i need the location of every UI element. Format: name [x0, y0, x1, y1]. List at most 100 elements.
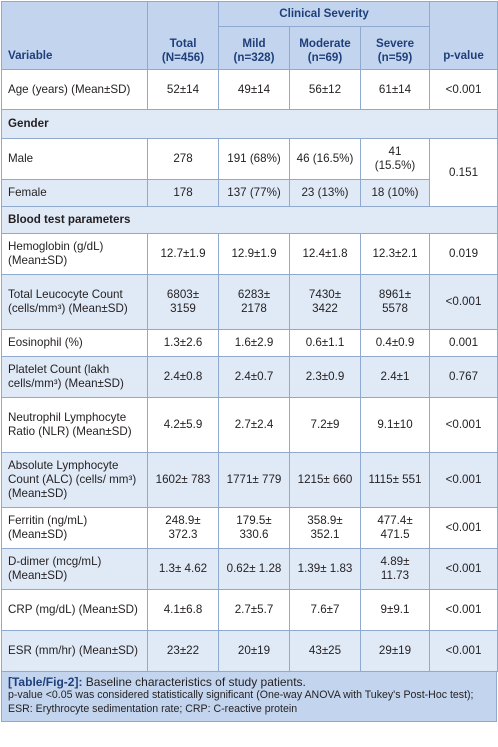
cell-moderate: 7430± 3422: [289, 274, 361, 330]
cell-total: 278: [147, 138, 219, 180]
row-label: Male: [1, 138, 148, 180]
cell-mild: 137 (77%): [218, 179, 290, 207]
table-row-hemoglobin: Hemoglobin (g/dL) (Mean±SD) 12.7±1.9 12.…: [1, 233, 498, 275]
cell-severe: 0.4±0.9: [359, 329, 431, 357]
caption-title-line: [Table/Fig-2]: Baseline characteristics …: [8, 675, 490, 689]
cell-moderate: 46 (16.5%): [289, 138, 361, 180]
cell-pvalue: <0.001: [429, 274, 498, 330]
cell-moderate: 56±12: [289, 69, 361, 110]
cell-mild: 49±14: [218, 69, 290, 110]
cell-pvalue: <0.001: [429, 589, 498, 631]
cell-pvalue: <0.001: [429, 630, 498, 672]
header-pvalue: p-value: [429, 1, 498, 70]
table-row-alc: Absolute Lymphocyte Count (ALC) (cells/ …: [1, 452, 498, 508]
cell-moderate: 1215± 660: [289, 452, 361, 508]
cell-severe: 9±9.1: [359, 589, 431, 631]
table-row-age: Age (years) (Mean±SD) 52±14 49±14 56±12 …: [1, 69, 498, 110]
cell-pvalue: <0.001: [429, 397, 498, 453]
header-variable: Variable: [1, 1, 148, 70]
cell-gender-pvalue: 0.151: [429, 138, 498, 207]
table-figure: Variable Total (N=456) Clinical Severity…: [0, 1, 498, 722]
cell-moderate: 43±25: [289, 630, 361, 672]
table-row-eosinophil: Eosinophil (%) 1.3±2.6 1.6±2.9 0.6±1.1 0…: [1, 329, 498, 357]
cell-severe: 61±14: [359, 69, 431, 110]
cell-pvalue: 0.001: [429, 329, 498, 357]
cell-total: 6803± 3159: [147, 274, 219, 330]
cell-pvalue: <0.001: [429, 507, 498, 549]
row-label: Absolute Lymphocyte Count (ALC) (cells/ …: [1, 452, 148, 508]
header-clinical-severity: Clinical Severity: [217, 1, 431, 27]
row-label: D-dimer (mcg/mL) (Mean±SD): [1, 548, 148, 590]
cell-mild: 20±19: [218, 630, 290, 672]
row-label: Age (years) (Mean±SD): [1, 69, 148, 110]
cell-moderate: 7.2±9: [289, 397, 361, 453]
row-label: Platelet Count (lakh cells/mm³) (Mean±SD…: [1, 356, 148, 398]
cell-mild: 1.6±2.9: [218, 329, 290, 357]
cell-pvalue: 0.767: [429, 356, 498, 398]
row-label: Female: [1, 179, 148, 207]
cell-mild: 2.7±2.4: [218, 397, 290, 453]
cell-total: 4.1±6.8: [147, 589, 219, 631]
header-mild: Mild (n=328): [218, 26, 290, 70]
table-row-platelet-count: Platelet Count (lakh cells/mm³) (Mean±SD…: [1, 356, 498, 398]
cell-severe: 2.4±1: [359, 356, 431, 398]
cell-pvalue: <0.001: [429, 69, 498, 110]
cell-severe: 4.89± 11.73: [359, 548, 431, 590]
cell-mild: 2.7±5.7: [218, 589, 290, 631]
row-label: CRP (mg/dL) (Mean±SD): [1, 589, 148, 631]
baseline-characteristics-table: Variable Total (N=456) Clinical Severity…: [0, 1, 498, 672]
cell-total: 52±14: [147, 69, 219, 110]
cell-total: 23±22: [147, 630, 219, 672]
cell-mild: 0.62± 1.28: [218, 548, 290, 590]
row-label: Eosinophil (%): [1, 329, 148, 357]
cell-pvalue: <0.001: [429, 548, 498, 590]
table-row-nlr: Neutrophil Lymphocyte Ratio (NLR) (Mean±…: [1, 397, 498, 453]
cell-severe: 29±19: [359, 630, 431, 672]
cell-moderate: 23 (13%): [289, 179, 361, 207]
table-row-female: Female 178 137 (77%) 23 (13%) 18 (10%): [1, 179, 498, 207]
section-label: Blood test parameters: [0, 206, 498, 234]
table-row-ferritin: Ferritin (ng/mL) (Mean±SD) 248.9± 372.3 …: [1, 507, 498, 549]
cell-severe: 12.3±2.1: [359, 233, 431, 275]
table-row-male: Male 278 191 (68%) 46 (16.5%) 41 (15.5%)…: [1, 138, 498, 207]
header-moderate: Moderate (n=69): [289, 26, 361, 70]
cell-total: 1.3± 4.62: [147, 548, 219, 590]
cell-moderate: 0.6±1.1: [289, 329, 361, 357]
cell-severe: 18 (10%): [359, 179, 431, 207]
cell-mild: 1771± 779: [218, 452, 290, 508]
cell-mild: 12.9±1.9: [218, 233, 290, 275]
cell-total: 12.7±1.9: [147, 233, 219, 275]
header-row-top: Variable Total (N=456) Clinical Severity…: [1, 1, 498, 70]
cell-total: 248.9± 372.3: [147, 507, 219, 549]
cell-total: 1.3±2.6: [147, 329, 219, 357]
row-label: ESR (mm/hr) (Mean±SD): [1, 630, 148, 672]
section-gender: Gender: [0, 109, 498, 139]
table-row-total-leucocyte-count: Total Leucocyte Count (cells/mm³) (Mean±…: [1, 274, 498, 330]
cell-mild: 6283± 2178: [218, 274, 290, 330]
table-row-esr: ESR (mm/hr) (Mean±SD) 23±22 20±19 43±25 …: [1, 630, 498, 672]
cell-mild: 191 (68%): [218, 138, 290, 180]
cell-pvalue: <0.001: [429, 452, 498, 508]
row-label: Neutrophil Lymphocyte Ratio (NLR) (Mean±…: [1, 397, 148, 453]
table-row-d-dimer: D-dimer (mcg/mL) (Mean±SD) 1.3± 4.62 0.6…: [1, 548, 498, 590]
caption-tag: [Table/Fig-2]:: [8, 675, 83, 689]
cell-total: 1602± 783: [147, 452, 219, 508]
cell-severe: 41 (15.5%): [359, 138, 431, 180]
cell-moderate: 1.39± 1.83: [289, 548, 361, 590]
cell-total: 4.2±5.9: [147, 397, 219, 453]
table-row-crp: CRP (mg/dL) (Mean±SD) 4.1±6.8 2.7±5.7 7.…: [1, 589, 498, 631]
row-label: Hemoglobin (g/dL) (Mean±SD): [1, 233, 148, 275]
cell-total: 178: [147, 179, 219, 207]
cell-moderate: 7.6±7: [289, 589, 361, 631]
cell-total: 2.4±0.8: [147, 356, 219, 398]
header-total: Total (N=456): [147, 1, 219, 70]
cell-severe: 8961± 5578: [359, 274, 431, 330]
cell-pvalue: 0.019: [429, 233, 498, 275]
row-label: Ferritin (ng/mL) (Mean±SD): [1, 507, 148, 549]
caption-title: Baseline characteristics of study patien…: [85, 675, 306, 689]
header-row-bottom: Mild (n=328) Moderate (n=69) Severe (n=5…: [2, 26, 498, 70]
section-label: Gender: [0, 109, 498, 139]
cell-moderate: 2.3±0.9: [289, 356, 361, 398]
cell-mild: 179.5± 330.6: [218, 507, 290, 549]
row-label: Total Leucocyte Count (cells/mm³) (Mean±…: [1, 274, 148, 330]
